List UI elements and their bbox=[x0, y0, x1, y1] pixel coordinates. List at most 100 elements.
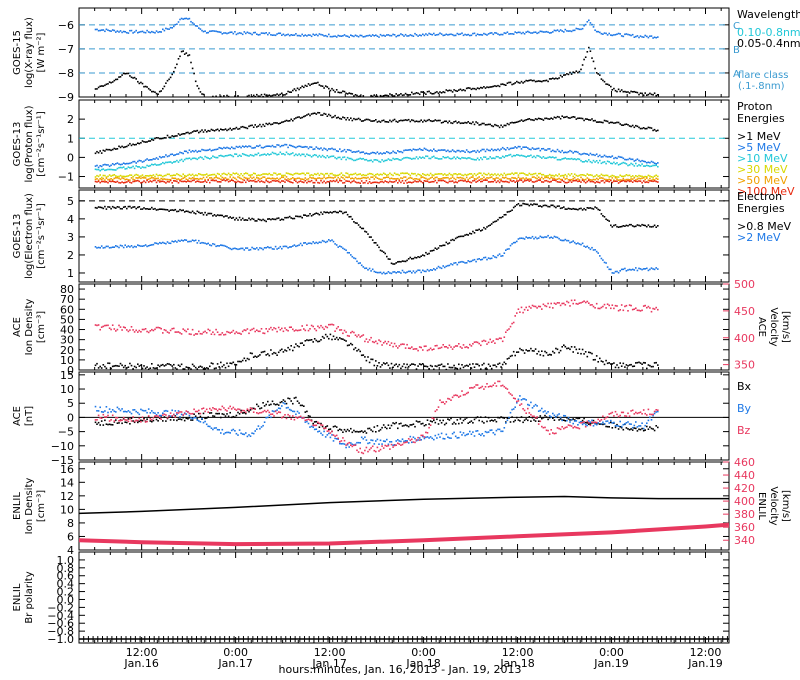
data-point bbox=[340, 91, 343, 94]
data-point bbox=[113, 328, 116, 330]
data-point bbox=[168, 332, 170, 334]
data-point bbox=[631, 124, 634, 127]
data-point bbox=[635, 180, 637, 183]
data-point bbox=[381, 95, 383, 98]
data-point bbox=[597, 361, 599, 363]
data-point bbox=[240, 146, 242, 149]
data-point bbox=[611, 304, 614, 306]
data-point bbox=[465, 87, 468, 90]
data-point bbox=[196, 174, 199, 177]
data-point bbox=[501, 216, 504, 218]
data-point bbox=[309, 174, 311, 177]
data-point bbox=[578, 117, 581, 119]
data-point bbox=[539, 205, 542, 207]
data-point bbox=[187, 157, 189, 160]
data-point bbox=[177, 418, 180, 420]
data-point bbox=[337, 150, 339, 153]
data-point bbox=[351, 218, 354, 220]
data-point bbox=[473, 258, 476, 261]
data-point bbox=[544, 350, 546, 353]
data-point bbox=[403, 363, 405, 365]
data-point bbox=[406, 119, 408, 122]
data-point bbox=[617, 366, 620, 369]
data-point bbox=[171, 174, 173, 177]
data-point bbox=[527, 30, 529, 33]
data-point bbox=[276, 217, 278, 220]
data-point bbox=[617, 88, 620, 91]
data-point bbox=[569, 158, 571, 160]
data-point bbox=[422, 149, 424, 151]
data-point bbox=[193, 23, 195, 25]
data-point bbox=[273, 177, 275, 180]
data-point bbox=[201, 366, 203, 368]
data-point bbox=[569, 149, 571, 152]
data-point bbox=[545, 175, 548, 177]
data-point bbox=[318, 213, 321, 216]
data-point bbox=[476, 258, 479, 261]
data-point bbox=[188, 333, 191, 335]
data-point bbox=[166, 363, 169, 365]
data-point bbox=[137, 31, 139, 34]
data-point bbox=[183, 150, 186, 152]
data-point bbox=[130, 76, 133, 79]
data-point bbox=[583, 353, 585, 355]
data-point bbox=[602, 79, 604, 82]
data-point bbox=[508, 248, 510, 250]
data-point bbox=[220, 244, 222, 246]
data-point bbox=[537, 155, 540, 157]
data-point bbox=[469, 232, 471, 235]
data-point bbox=[644, 362, 646, 364]
data-point bbox=[506, 177, 509, 180]
data-point bbox=[475, 121, 477, 123]
data-point bbox=[569, 117, 571, 119]
data-point bbox=[542, 31, 545, 33]
data-point bbox=[201, 241, 203, 244]
data-point bbox=[503, 361, 506, 364]
data-point bbox=[599, 357, 601, 360]
data-point bbox=[578, 179, 581, 181]
data-point bbox=[490, 367, 493, 370]
data-point bbox=[279, 173, 282, 175]
data-point bbox=[522, 82, 524, 84]
data-point bbox=[647, 179, 650, 181]
y-tick-label: 2 bbox=[67, 249, 74, 262]
data-point bbox=[317, 147, 319, 150]
data-point bbox=[317, 172, 319, 175]
data-point bbox=[414, 271, 416, 274]
data-point bbox=[641, 309, 643, 312]
data-point bbox=[121, 74, 123, 76]
data-point bbox=[530, 237, 532, 239]
data-point bbox=[285, 172, 288, 174]
data-point bbox=[118, 145, 120, 148]
data-point bbox=[584, 56, 587, 58]
y-tick-label: 1 bbox=[67, 132, 74, 145]
data-point bbox=[127, 162, 130, 165]
data-point bbox=[268, 94, 271, 96]
data-point bbox=[288, 180, 291, 183]
data-point bbox=[602, 33, 604, 35]
data-point bbox=[295, 329, 297, 331]
data-point bbox=[241, 181, 244, 184]
data-point bbox=[472, 158, 474, 161]
data-point bbox=[573, 241, 576, 244]
data-point bbox=[205, 243, 208, 245]
data-point bbox=[588, 178, 590, 180]
data-point bbox=[616, 180, 618, 182]
data-point bbox=[407, 149, 410, 151]
data-point bbox=[636, 165, 639, 167]
data-point bbox=[251, 180, 253, 182]
data-point bbox=[257, 179, 260, 182]
data-point bbox=[516, 172, 518, 174]
data-point bbox=[116, 206, 119, 208]
data-point bbox=[166, 173, 169, 176]
data-point bbox=[240, 173, 242, 175]
data-point bbox=[281, 348, 283, 351]
data-point bbox=[603, 119, 606, 122]
data-point bbox=[143, 365, 145, 367]
data-point bbox=[183, 176, 186, 179]
data-point bbox=[320, 156, 322, 158]
data-point bbox=[603, 174, 606, 177]
data-point bbox=[423, 345, 426, 348]
data-point bbox=[135, 207, 137, 210]
